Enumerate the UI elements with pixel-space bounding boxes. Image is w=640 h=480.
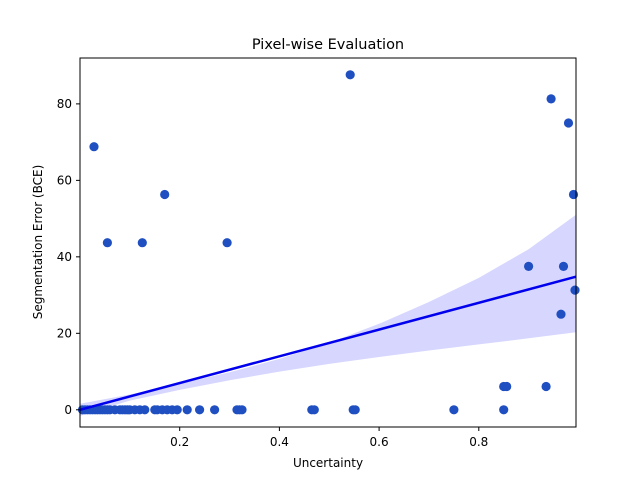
data-point	[160, 189, 170, 200]
y-axis: 0 20 40 60 80	[57, 97, 80, 417]
x-axis: 0.2 0.4 0.6 0.8	[170, 427, 488, 449]
data-point	[563, 118, 574, 128]
data-point	[499, 405, 509, 415]
data-point	[345, 70, 355, 80]
x-tick-label: 0.2	[170, 435, 189, 449]
data-point	[182, 405, 192, 415]
data-point	[309, 405, 319, 415]
data-point	[140, 405, 150, 415]
y-tick-label: 80	[57, 97, 72, 111]
x-tick-label: 0.4	[270, 435, 289, 449]
data-point	[195, 405, 205, 415]
chart-title: Pixel-wise Evaluation	[252, 37, 404, 53]
axes-frame	[79, 57, 577, 428]
data-point	[541, 381, 551, 392]
data-point	[570, 285, 580, 295]
data-point	[237, 405, 247, 415]
data-point	[172, 405, 182, 415]
y-tick-label: 60	[57, 173, 72, 187]
data-point	[449, 405, 459, 415]
data-point	[524, 261, 534, 271]
y-tick-label: 0	[64, 403, 72, 417]
data-point	[568, 189, 579, 200]
y-tick-label: 40	[57, 250, 72, 264]
data-point	[222, 238, 232, 248]
y-tick-label: 20	[57, 326, 72, 340]
data-point	[89, 142, 99, 152]
x-tick-label: 0.6	[370, 435, 389, 449]
data-point	[210, 405, 220, 415]
x-axis-title: Uncertainty	[293, 456, 363, 470]
y-axis-title: Segmentation Error (BCE)	[31, 165, 45, 320]
data-point	[502, 381, 512, 392]
data-point	[350, 405, 360, 415]
x-tick-label: 0.8	[469, 435, 488, 449]
plot-area	[77, 70, 580, 416]
data-point	[546, 94, 556, 104]
regression-line	[79, 275, 577, 412]
data-point	[102, 238, 112, 248]
data-point	[558, 261, 569, 271]
data-point	[556, 309, 566, 319]
data-point	[137, 238, 147, 248]
